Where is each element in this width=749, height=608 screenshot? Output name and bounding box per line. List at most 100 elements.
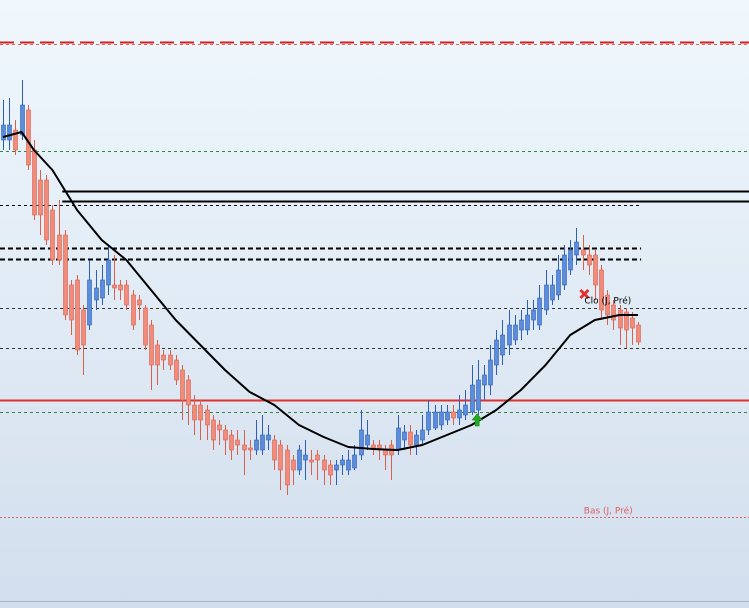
candle-body (611, 304, 616, 321)
candle-body (457, 409, 462, 419)
candle-body (587, 254, 592, 266)
candle-body (50, 209, 55, 261)
candle-body (285, 449, 290, 486)
candle-body (32, 149, 37, 216)
candle-body (186, 379, 191, 406)
candle-body (131, 294, 136, 326)
candle-body (303, 454, 308, 461)
candle-body (494, 339, 499, 366)
candle-body (38, 179, 43, 216)
candle-body (235, 439, 240, 446)
candle-body (507, 324, 512, 346)
candle-body (568, 249, 573, 271)
candle-body (69, 284, 74, 321)
candle-body (149, 324, 154, 366)
candle-body (500, 334, 505, 356)
candle-body (315, 454, 320, 461)
candle-body (100, 279, 105, 299)
candle-body (340, 459, 345, 466)
candle-body (137, 299, 142, 306)
annotation: Clo (J, Pré) (584, 296, 631, 307)
candle-body (599, 269, 604, 311)
candle-body (229, 434, 234, 451)
candle-body (451, 411, 456, 419)
candle-body (581, 249, 586, 256)
candle-body (383, 449, 388, 456)
candle-body (593, 254, 598, 286)
candle-body (334, 464, 339, 471)
candle-body (482, 374, 487, 386)
candle-body (192, 404, 197, 421)
candle-body (44, 179, 49, 241)
candle-body (371, 444, 376, 449)
candle-body (260, 434, 265, 451)
candle-body (624, 311, 629, 331)
candle-body (81, 309, 86, 346)
candle-body (328, 464, 333, 476)
candle-body (513, 324, 518, 341)
candle-body (26, 109, 31, 166)
candle-body (309, 459, 314, 463)
candle-body (272, 439, 277, 461)
candle-body (118, 284, 123, 291)
candle-body (537, 297, 542, 326)
candle-body (605, 294, 610, 316)
candle-body (550, 284, 555, 301)
candle-body (574, 241, 579, 256)
candle-body (155, 344, 160, 366)
annotation: Bas (J, Pré) (584, 506, 633, 517)
candle-body (254, 439, 259, 451)
candle-body (112, 284, 117, 289)
candle-body (242, 444, 247, 451)
candle-body (414, 434, 419, 446)
candle-body (439, 411, 444, 426)
candle-body (57, 234, 62, 261)
candle-body (205, 409, 210, 426)
sell-marker (579, 288, 590, 300)
candle-body (488, 359, 493, 386)
candle-body (322, 459, 327, 471)
candle-body (168, 354, 173, 366)
candle-body (143, 307, 148, 346)
candle-body (124, 284, 129, 306)
candle-body (420, 429, 425, 441)
candle-body (87, 279, 92, 326)
candle-body (476, 379, 481, 411)
candle-body (291, 459, 296, 471)
candle-body (365, 434, 370, 446)
candle-body (106, 259, 111, 286)
candle-body (266, 434, 271, 441)
candle-body (426, 411, 431, 431)
candle-body (470, 384, 475, 413)
candle-body (433, 411, 438, 429)
candle-body (211, 419, 216, 441)
candle-body (20, 104, 25, 136)
candle-body (636, 324, 641, 343)
candle-body (278, 444, 283, 471)
candle-body (531, 309, 536, 321)
candle-body (525, 314, 530, 331)
candle-body (519, 319, 524, 331)
candle-body (174, 359, 179, 381)
moving-average (2, 131, 639, 451)
candle-body (402, 431, 407, 441)
candle-body (352, 454, 357, 469)
candle-body (562, 254, 567, 286)
candle-body (556, 269, 561, 296)
candle-body (618, 309, 623, 329)
candle-body (396, 427, 401, 451)
candle-body (217, 424, 222, 431)
candle-body (248, 447, 253, 451)
candle-body (13, 129, 18, 151)
candle-body (359, 429, 364, 456)
candle-body (544, 284, 549, 311)
candle-body (75, 279, 80, 351)
candle-body (297, 449, 302, 471)
candle-body (445, 411, 450, 421)
candle-body (1, 124, 6, 141)
candle-body (180, 369, 185, 401)
candle-body (408, 431, 413, 446)
candle-body (346, 459, 351, 471)
